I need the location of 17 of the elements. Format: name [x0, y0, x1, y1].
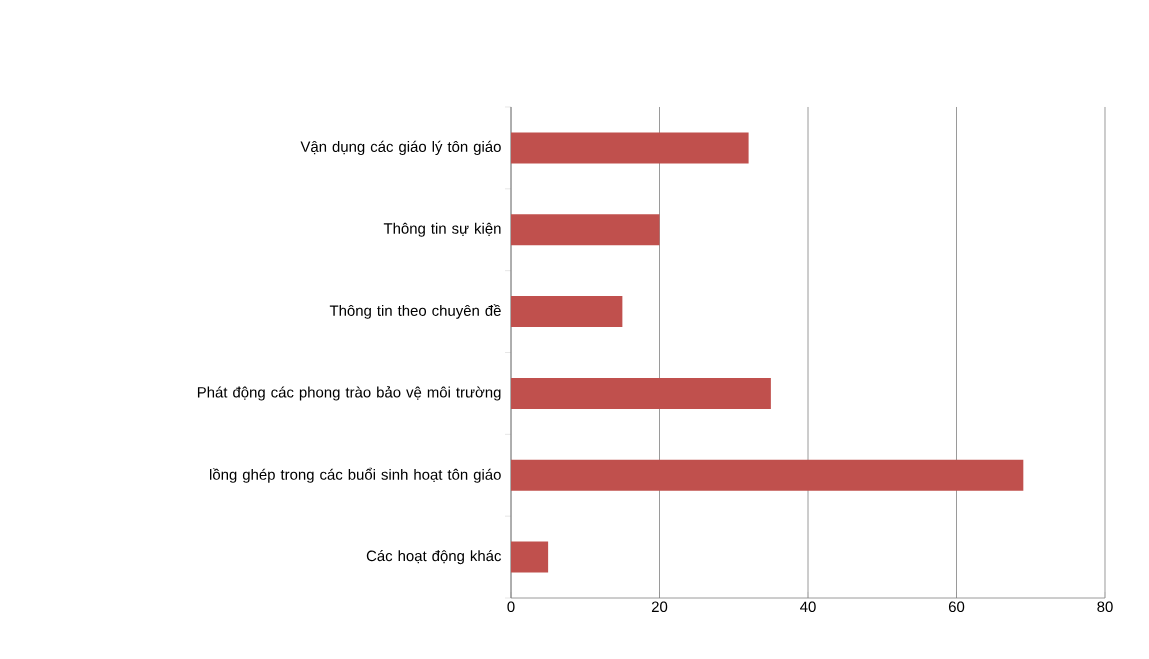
x-tick-label: 40: [800, 601, 816, 613]
bar: [511, 296, 623, 328]
y-tick-label: lồng ghép trong các buổi sinh hoạt tôn giáo: [210, 467, 501, 483]
y-tick-label: Các hoạt động khác: [366, 550, 502, 565]
x-tick-label: 80: [1097, 601, 1113, 613]
y-tick-label: Thông tin sự kiện: [383, 222, 501, 237]
y-tick-label: Vận dụng các giáo lý tôn giáo: [300, 140, 501, 155]
bar: [511, 459, 1024, 491]
y-tick-label: Phát động các phong trào bảo vệ môi trường: [197, 386, 501, 401]
bar: [511, 214, 660, 246]
x-tick-label: 20: [651, 601, 668, 613]
x-tick-label: 0: [507, 601, 515, 613]
bar: [511, 132, 749, 164]
y-tick-label: Thông tin theo chuyên đề: [329, 304, 501, 319]
bar: [511, 541, 549, 573]
bar: [511, 377, 771, 409]
x-tick-label: 60: [948, 601, 965, 613]
